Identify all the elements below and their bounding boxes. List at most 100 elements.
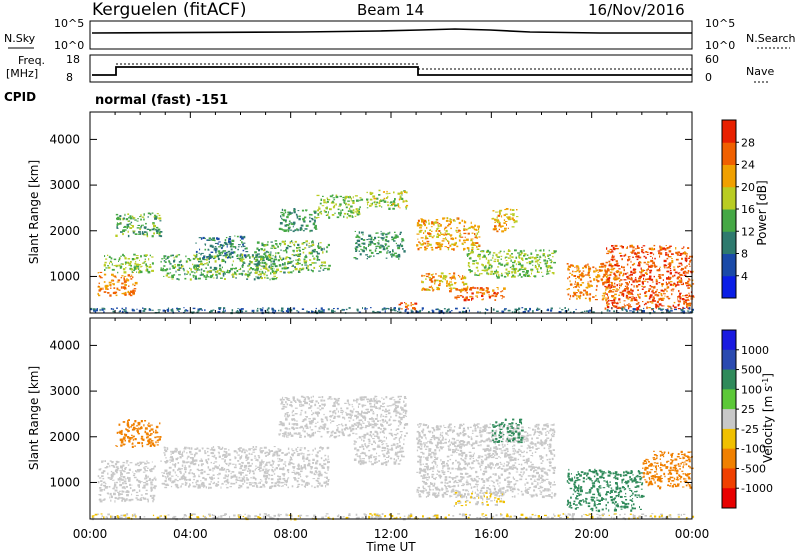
- echo-cell: [132, 446, 134, 448]
- echo-cell: [637, 294, 639, 295]
- echo-cell: [181, 454, 183, 457]
- echo-cell: [226, 484, 227, 485]
- echo-cell: [685, 253, 686, 254]
- echo-cell: [232, 256, 234, 258]
- echo-cell: [119, 259, 121, 261]
- echo-cell: [671, 258, 673, 259]
- echo-cell: [506, 262, 508, 264]
- echo-cell: [568, 308, 569, 310]
- echo-cell: [491, 265, 493, 267]
- echo-cell: [132, 258, 134, 260]
- echo-cell: [645, 251, 647, 253]
- echo-cell: [167, 475, 169, 477]
- echo-cell: [134, 288, 137, 289]
- echo-cell: [162, 475, 163, 477]
- echo-cell: [682, 298, 684, 300]
- echo-cell: [379, 190, 381, 192]
- echo-cell: [349, 414, 351, 416]
- echo-cell: [145, 427, 148, 429]
- echo-cell: [346, 309, 348, 310]
- echo-cell: [138, 465, 140, 466]
- echo-region: [604, 245, 694, 311]
- echo-cell: [444, 228, 446, 229]
- echo-cell: [635, 256, 636, 258]
- echo-cell: [328, 459, 329, 461]
- echo-cell: [641, 247, 643, 248]
- echo-cell: [286, 251, 288, 254]
- echo-cell: [515, 220, 518, 222]
- echo-cell: [199, 253, 200, 254]
- echo-cell: [496, 311, 499, 312]
- echo-cell: [622, 247, 623, 248]
- echo-cell: [358, 211, 360, 213]
- echo-cell: [199, 258, 201, 260]
- echo-cell: [132, 443, 134, 444]
- echo-cell: [127, 437, 129, 439]
- echo-cell: [674, 309, 677, 310]
- echo-cell: [425, 248, 428, 249]
- echo-cell: [216, 237, 218, 239]
- echo-cell: [121, 266, 123, 268]
- echo-cell: [327, 466, 329, 468]
- echo-cell: [399, 234, 401, 236]
- echo-cell: [122, 254, 124, 256]
- echo-cell: [311, 400, 314, 401]
- echo-cell: [177, 487, 179, 489]
- echo-cell: [643, 245, 646, 246]
- echo-cell: [352, 200, 354, 202]
- echo-cell: [167, 473, 169, 474]
- echo-cell: [622, 275, 624, 276]
- echo-cell: [299, 263, 301, 264]
- echo-cell: [275, 482, 278, 484]
- echo-cell: [130, 291, 133, 294]
- echo-cell: [140, 266, 141, 267]
- echo-cell: [586, 287, 588, 288]
- echo-cell: [455, 277, 456, 279]
- echo-cell: [241, 238, 244, 240]
- echo-cell: [497, 222, 498, 223]
- echo-cell: [647, 281, 648, 282]
- echo-cell: [575, 278, 576, 279]
- echo-cell: [215, 260, 217, 262]
- echo-cell: [271, 242, 273, 243]
- echo-cell: [304, 467, 305, 469]
- echo-cell: [165, 261, 167, 263]
- echo-cell: [309, 221, 311, 223]
- echo-cell: [459, 290, 460, 291]
- echo-cell: [282, 478, 285, 480]
- echo-cell: [129, 223, 132, 224]
- echo-cell: [241, 241, 243, 243]
- echo-cell: [291, 212, 293, 214]
- echo-cell: [353, 196, 354, 198]
- echo-cell: [581, 275, 583, 277]
- echo-cell: [592, 296, 595, 298]
- echo-cell: [671, 289, 672, 291]
- echo-cell: [210, 267, 212, 269]
- echo-cell: [255, 257, 258, 259]
- echo-cell: [653, 310, 654, 312]
- echo-cell: [666, 283, 668, 285]
- echo-region: [160, 446, 330, 489]
- echo-cell: [615, 245, 618, 247]
- echo-cell: [217, 276, 218, 278]
- echo-cell: [589, 299, 591, 301]
- echo-cell: [111, 495, 112, 497]
- echo-cell: [606, 274, 608, 275]
- echo-cell: [100, 289, 102, 291]
- echo-cell: [287, 413, 288, 415]
- echo-cell: [301, 484, 303, 485]
- echo-cell: [146, 266, 148, 268]
- echo-cell: [438, 230, 440, 232]
- echo-cell: [505, 257, 507, 258]
- echo-cell: [111, 308, 113, 310]
- echo-cell: [114, 484, 116, 486]
- echo-cell: [192, 473, 193, 474]
- echo-cell: [273, 461, 275, 463]
- echo-cell: [502, 290, 504, 291]
- echo-cell: [204, 309, 205, 311]
- echo-cell: [386, 252, 387, 254]
- echo-cell: [542, 276, 544, 277]
- echo-cell: [512, 213, 515, 214]
- echo-cell: [492, 289, 494, 291]
- echo-cell: [302, 455, 304, 457]
